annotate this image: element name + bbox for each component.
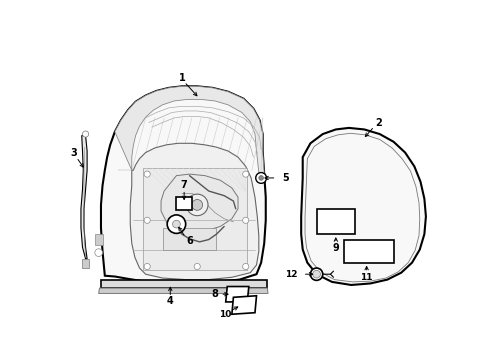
Polygon shape [81, 136, 87, 259]
Circle shape [144, 217, 150, 223]
Circle shape [82, 131, 89, 137]
Circle shape [172, 220, 180, 228]
Circle shape [95, 249, 102, 256]
Text: 12: 12 [285, 270, 297, 279]
Circle shape [313, 270, 320, 278]
Text: 7: 7 [181, 180, 188, 190]
Circle shape [259, 176, 264, 180]
Text: 1: 1 [178, 73, 185, 83]
Circle shape [311, 268, 323, 280]
Polygon shape [98, 288, 268, 293]
Polygon shape [95, 234, 102, 245]
Text: 3: 3 [71, 148, 77, 158]
Polygon shape [163, 228, 217, 249]
Polygon shape [143, 168, 247, 270]
Text: 10: 10 [220, 310, 232, 319]
Polygon shape [130, 143, 259, 280]
Text: 6: 6 [186, 236, 193, 246]
Text: 4: 4 [167, 296, 173, 306]
Polygon shape [176, 197, 192, 210]
Circle shape [167, 215, 186, 233]
Polygon shape [101, 86, 266, 283]
Polygon shape [82, 259, 89, 268]
Polygon shape [161, 174, 238, 232]
Polygon shape [343, 239, 393, 263]
Circle shape [144, 171, 150, 177]
Polygon shape [317, 209, 355, 234]
Circle shape [192, 199, 203, 210]
Text: 11: 11 [360, 273, 373, 282]
Circle shape [256, 172, 267, 183]
Text: 2: 2 [375, 118, 382, 128]
Circle shape [243, 264, 249, 270]
Polygon shape [115, 86, 264, 174]
Text: 9: 9 [332, 243, 339, 253]
Circle shape [194, 264, 200, 270]
Polygon shape [226, 287, 249, 302]
Circle shape [243, 171, 249, 177]
Polygon shape [232, 296, 257, 314]
Polygon shape [101, 280, 267, 288]
Circle shape [186, 194, 208, 216]
Polygon shape [301, 128, 426, 285]
Circle shape [144, 264, 150, 270]
Text: 8: 8 [212, 289, 219, 299]
Circle shape [243, 217, 249, 223]
Text: 5: 5 [282, 173, 289, 183]
